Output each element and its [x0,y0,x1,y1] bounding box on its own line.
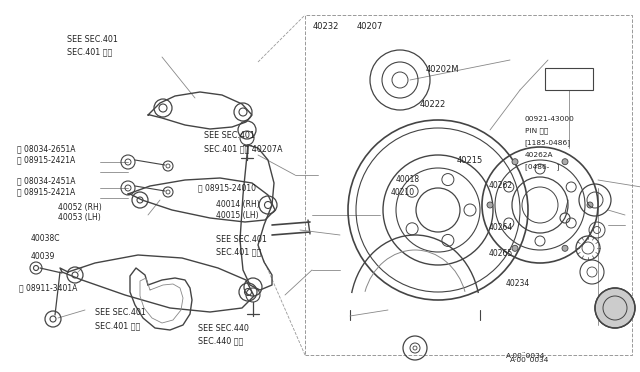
Text: 40018: 40018 [396,175,420,184]
Text: Ⓚ 08915-2421A: Ⓚ 08915-2421A [17,187,76,196]
Text: 40207: 40207 [357,22,383,31]
Circle shape [562,245,568,251]
Text: ⒱ 08034-2651A: ⒱ 08034-2651A [17,144,76,153]
Text: [1185-0486]: [1185-0486] [525,140,571,146]
Text: SEE SEC.401: SEE SEC.401 [95,308,145,317]
Text: ⒱ 08034-2451A: ⒱ 08034-2451A [17,176,76,185]
Text: 40014 (RH): 40014 (RH) [216,200,260,209]
Text: SEC.401 参照: SEC.401 参照 [67,48,113,57]
Text: SEC.401 参照 40207A: SEC.401 参照 40207A [204,144,282,153]
Text: 40265: 40265 [489,249,513,258]
Text: 40215: 40215 [457,156,483,165]
Text: 40234: 40234 [506,279,530,288]
Text: 40038C: 40038C [31,234,60,243]
Text: 40264: 40264 [489,223,513,232]
Text: 40053 (LH): 40053 (LH) [58,213,100,222]
Circle shape [595,288,635,328]
Text: Ⓚ 08915-24010: Ⓚ 08915-24010 [198,183,257,192]
Text: 40052 (RH): 40052 (RH) [58,203,101,212]
Text: 40202M: 40202M [426,65,459,74]
Text: 40015 (LH): 40015 (LH) [216,211,259,219]
Text: Ⓚ 08915-2421A: Ⓚ 08915-2421A [17,155,76,164]
Text: Ⓝ 08911-3401A: Ⓝ 08911-3401A [19,284,77,293]
Text: SEC.401 参照: SEC.401 参照 [95,321,140,330]
Text: SEE SEC.401: SEE SEC.401 [67,35,118,44]
Text: 40039: 40039 [31,252,55,261]
Circle shape [562,159,568,165]
Text: SEE SEC.401: SEE SEC.401 [204,131,254,140]
Bar [545,68,593,90]
Text: 40210: 40210 [390,188,415,197]
Text: 40222: 40222 [419,100,445,109]
Text: SEC.440 参照: SEC.440 参照 [198,337,244,346]
Text: SEC.401 参图: SEC.401 参图 [216,248,262,257]
Text: SEE SEC.440: SEE SEC.440 [198,324,249,333]
Circle shape [487,202,493,208]
Text: 40262A: 40262A [525,152,554,158]
Circle shape [587,202,593,208]
Text: PIN ピン: PIN ピン [525,128,548,134]
Text: 40262: 40262 [489,181,513,190]
Circle shape [512,159,518,165]
Text: [0486-   ]: [0486- ] [525,163,559,170]
Bar [305,15,632,355]
Text: 40232: 40232 [312,22,339,31]
Text: SEE SEC.401: SEE SEC.401 [216,235,267,244]
Text: A·00¨0034: A·00¨0034 [506,353,545,359]
Text: 00921-43000: 00921-43000 [525,116,575,122]
Circle shape [512,245,518,251]
Text: A·00¨0034: A·00¨0034 [510,357,549,363]
